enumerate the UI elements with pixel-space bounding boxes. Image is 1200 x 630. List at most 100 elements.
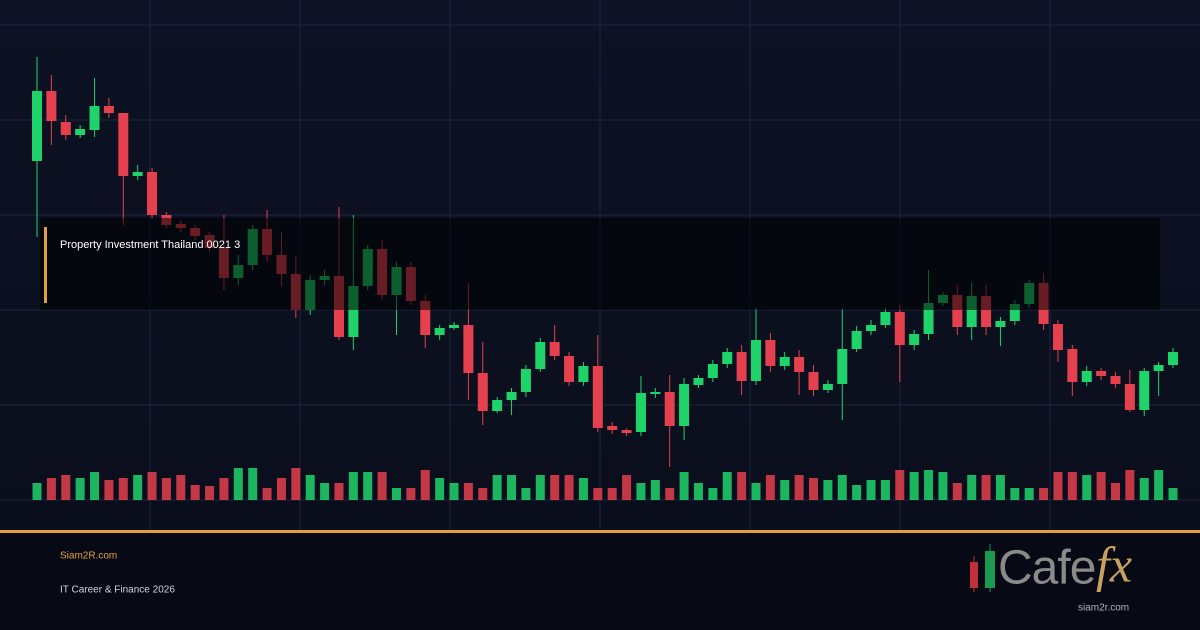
volume-bar [765,475,775,500]
volume-bar [1082,475,1092,500]
label-accent [44,227,47,303]
volume-bar [751,483,761,500]
volume-bar [334,483,344,500]
volume-bar [895,470,905,500]
volume-bar [291,468,301,500]
volume-bar [650,480,660,500]
volume-bar [205,486,215,500]
candle-body [492,400,503,411]
volume-bar [636,483,646,500]
volume-bar [348,472,358,500]
candle-body [449,325,460,328]
volume-bar [478,488,488,500]
candle-body [1139,371,1150,410]
volume-bar [1096,472,1106,500]
logo-accent: fx [1096,536,1132,592]
volume-bar [32,483,42,500]
candle-body [348,286,359,337]
label-panel [40,218,1160,310]
candle-body [822,384,833,390]
volume-bar [118,478,128,500]
volume-bar [722,472,732,500]
candle-body [995,321,1006,327]
volume-bar [909,472,919,500]
volume-bar [837,475,847,500]
candle-body [981,296,992,327]
candle-body [132,172,143,176]
candle-body [1052,324,1063,350]
volume-bar [391,488,401,500]
candle-body [564,356,575,382]
volume-bar [535,475,545,500]
volume-bar [262,488,272,500]
candle-body [60,122,71,135]
divider [0,530,1200,533]
candle-body [635,393,646,432]
candle-body [693,378,704,385]
volume-bar [1110,483,1120,500]
volume-bar [219,478,229,500]
footer-tagline: IT Career & Finance 2026 [60,585,175,596]
volume-bar [104,480,114,500]
candle-body [46,91,57,121]
volume-bar [276,478,286,500]
candle-body [880,312,891,325]
volume-bar [693,483,703,500]
volume-bar [780,480,790,500]
logo: Cafe fx siam2r.com [970,536,1132,614]
candle-body [434,328,445,335]
volume-bar [1053,472,1063,500]
volume-bar [981,475,991,500]
volume-bar [176,475,186,500]
candle-body [1168,352,1178,365]
candle-body [463,325,474,373]
candle-body [32,91,42,161]
volume-bar [995,475,1005,500]
candle-body [923,303,934,334]
volume-bar [938,472,948,500]
volume-bar [248,468,258,500]
volume-bar [1039,488,1049,500]
candle-body [794,357,805,372]
candle-body [707,364,718,378]
volume-bar [133,475,143,500]
volume-bar [578,478,588,500]
candle-body [1153,365,1164,371]
footer-background [0,533,1200,630]
candle-body [837,349,848,384]
logo-candle [985,551,995,588]
candle-body [750,340,761,381]
candle-body [506,392,517,400]
volume-bar [1024,488,1034,500]
volume-bar [550,475,560,500]
candle-body [621,430,632,433]
candle-body [520,369,531,392]
volume-bar [363,472,373,500]
volume-bar [952,483,962,500]
logo-caption: siam2r.com [1078,603,1129,614]
candle-body [1067,349,1078,382]
volume-bar [809,478,819,500]
candle-body [736,352,747,381]
candle-body [118,113,129,176]
candle-body [650,392,661,394]
volume-bar [866,480,876,500]
volume-bar [190,485,200,500]
volume-bar [794,475,804,500]
volume-bar [1125,470,1135,500]
candle-body [952,295,963,327]
candle-body [607,426,618,430]
volume-bar [1067,472,1077,500]
candle-body [89,106,100,130]
candle-body [664,392,675,426]
volume-bar [320,483,330,500]
candle-body [592,366,603,428]
volume-bar [852,485,862,500]
candle-body [765,340,776,366]
candle-body [909,334,920,345]
volume-bar [75,478,85,500]
candle-body [549,342,560,356]
candle-body [866,325,877,331]
volume-bar [90,472,100,500]
